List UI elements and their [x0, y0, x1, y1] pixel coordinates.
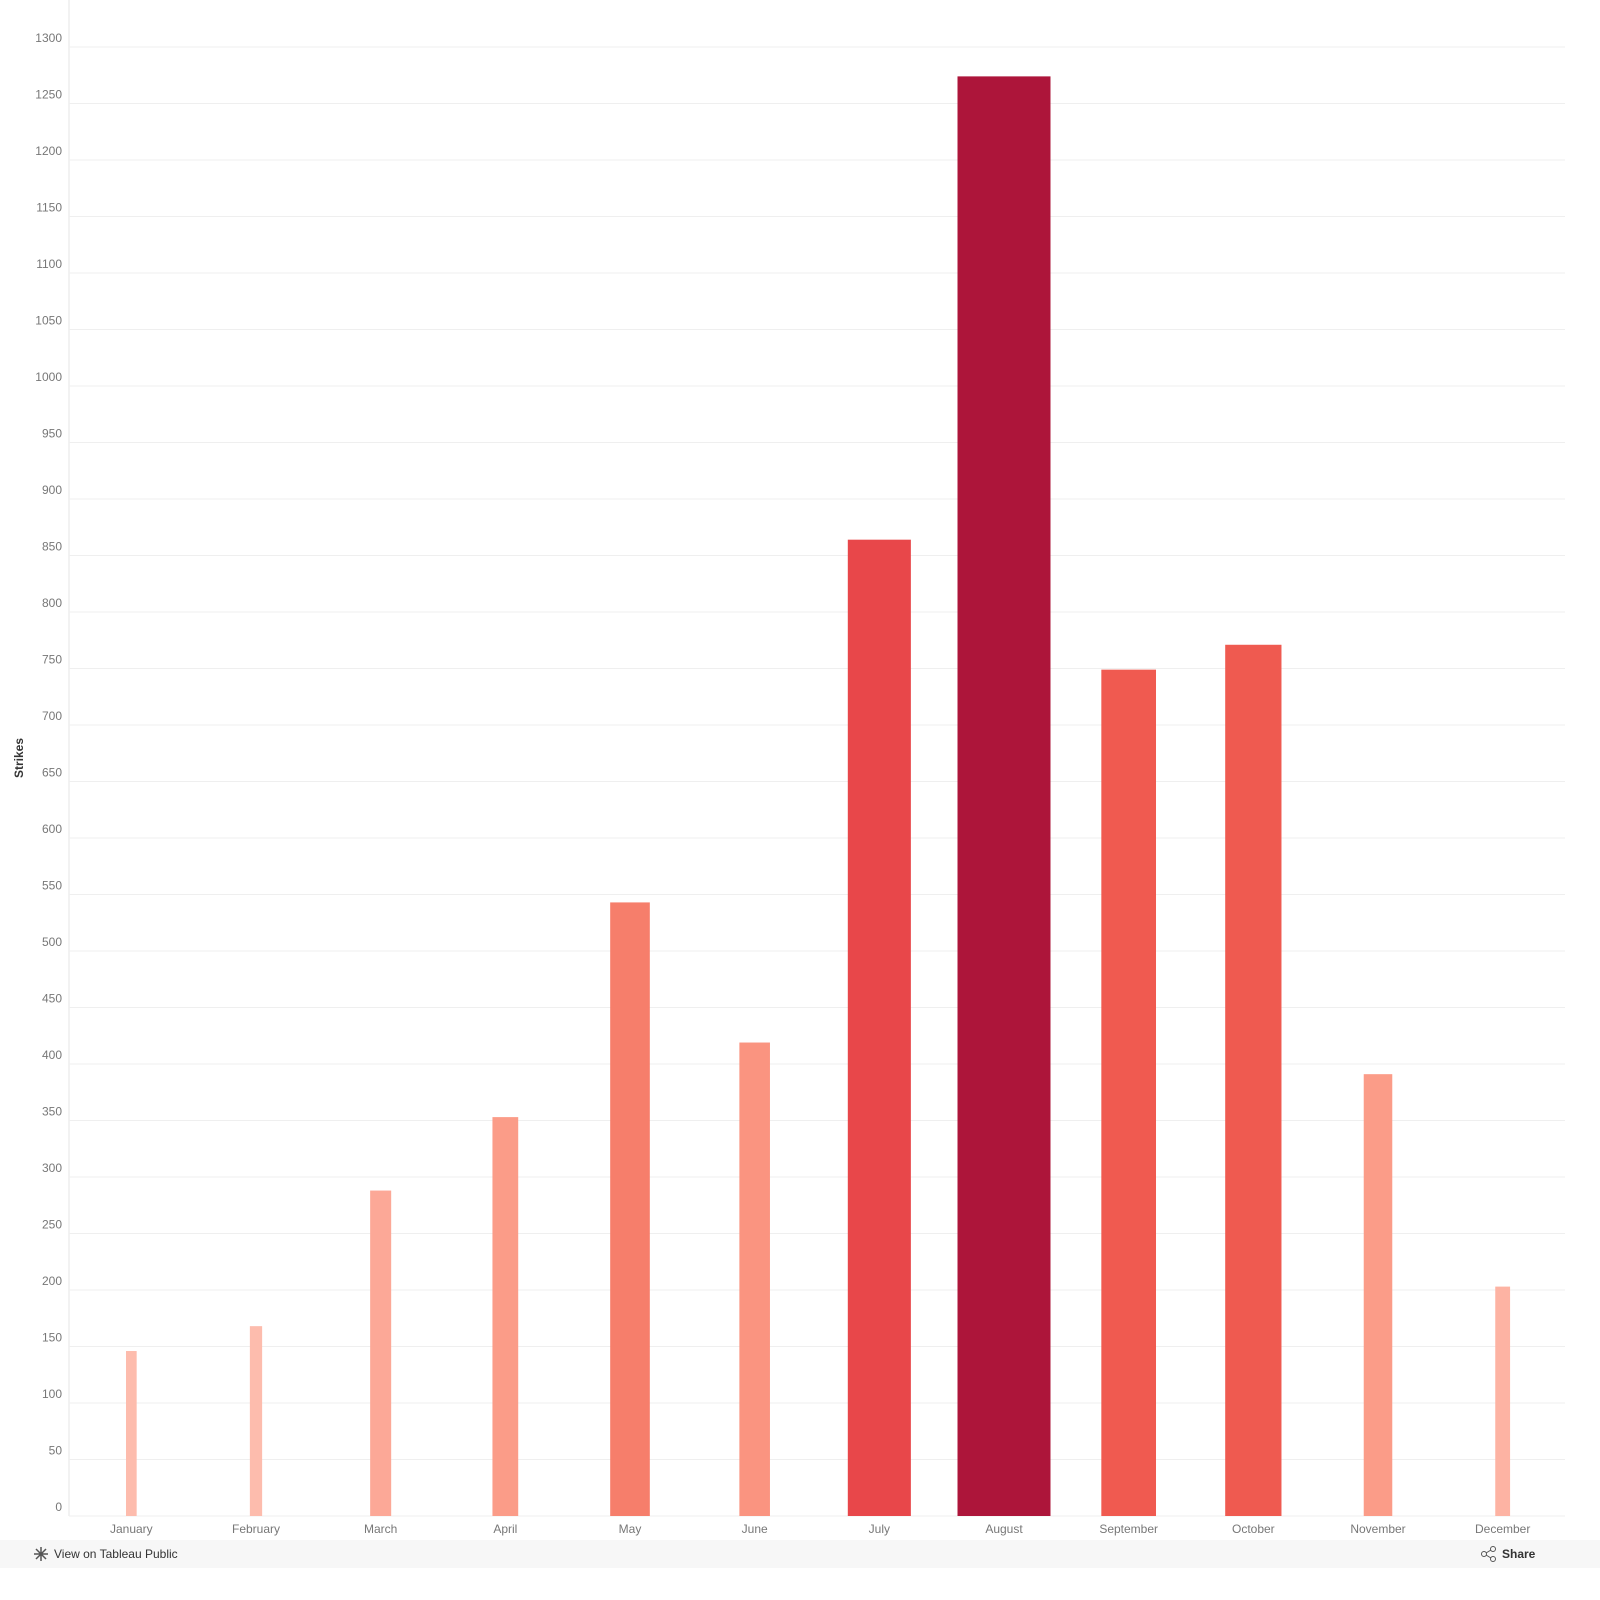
bar: [370, 1190, 392, 1516]
x-tick-label: March: [364, 1522, 397, 1536]
y-tick-label: 450: [42, 992, 62, 1006]
y-tick-label: 400: [42, 1048, 62, 1062]
share-button[interactable]: Share: [1502, 1547, 1536, 1561]
tableau-icon: [34, 1547, 48, 1561]
y-tick-label: 200: [42, 1274, 62, 1288]
y-tick-label: 1250: [35, 88, 62, 102]
y-tick-label: 300: [42, 1161, 62, 1175]
y-tick-label: 1050: [35, 314, 62, 328]
bar: [847, 539, 911, 1516]
y-tick-label: 50: [49, 1444, 63, 1458]
bar: [957, 76, 1051, 1516]
bar: [249, 1326, 263, 1516]
y-tick-label: 850: [42, 540, 62, 554]
y-tick-label: 100: [42, 1387, 62, 1401]
x-tick-label: February: [232, 1522, 280, 1536]
x-tick-label: April: [493, 1522, 517, 1536]
bar: [492, 1117, 519, 1516]
chart: Strikes 0 50 100 150 200 250 300 350 400 450 500 55…: [12, 0, 1565, 1536]
y-tick-label: 750: [42, 653, 62, 667]
x-tick-label: December: [1475, 1522, 1530, 1536]
view-on-tableau-link[interactable]: View on Tableau Public: [54, 1547, 178, 1561]
y-tick-label: 650: [42, 766, 62, 780]
bar: [1101, 669, 1157, 1516]
bar: [739, 1042, 770, 1516]
bar: [126, 1351, 137, 1516]
y-tick-label: 1000: [35, 370, 62, 384]
x-tick-label: September: [1099, 1522, 1158, 1536]
y-tick-label: 700: [42, 709, 62, 723]
y-tick-label: 350: [42, 1105, 62, 1119]
y-tick-label: 150: [42, 1331, 62, 1345]
x-tick-label: July: [869, 1522, 890, 1536]
x-tick-label: November: [1350, 1522, 1405, 1536]
y-tick-label: 500: [42, 935, 62, 949]
x-tick-label: August: [985, 1522, 1023, 1536]
y-tick-label: 1150: [36, 201, 62, 215]
bar: [610, 902, 650, 1516]
share-icon[interactable]: [1480, 1546, 1500, 1562]
bar: [1495, 1286, 1511, 1516]
y-axis-label: Strikes: [12, 738, 26, 778]
bar: [1363, 1074, 1393, 1516]
x-tick-label: June: [742, 1522, 768, 1536]
y-tick-label: 900: [42, 483, 62, 497]
footer: View on Tableau Public Share: [0, 1540, 1600, 1568]
x-tick-label: January: [110, 1522, 153, 1536]
y-tick-label: 1100: [36, 257, 62, 271]
y-tick-label: 800: [42, 596, 62, 610]
y-tick-label: 950: [42, 427, 62, 441]
x-tick-label: October: [1232, 1522, 1275, 1536]
bar: [1225, 644, 1282, 1516]
y-tick-label: 600: [42, 822, 62, 836]
y-tick-label: 250: [42, 1218, 62, 1232]
y-tick-label: 550: [42, 879, 62, 893]
x-tick-label: May: [619, 1522, 642, 1536]
y-tick-label: 0: [55, 1500, 62, 1514]
y-tick-label: 1300: [35, 31, 62, 45]
y-tick-label: 1200: [35, 144, 62, 158]
